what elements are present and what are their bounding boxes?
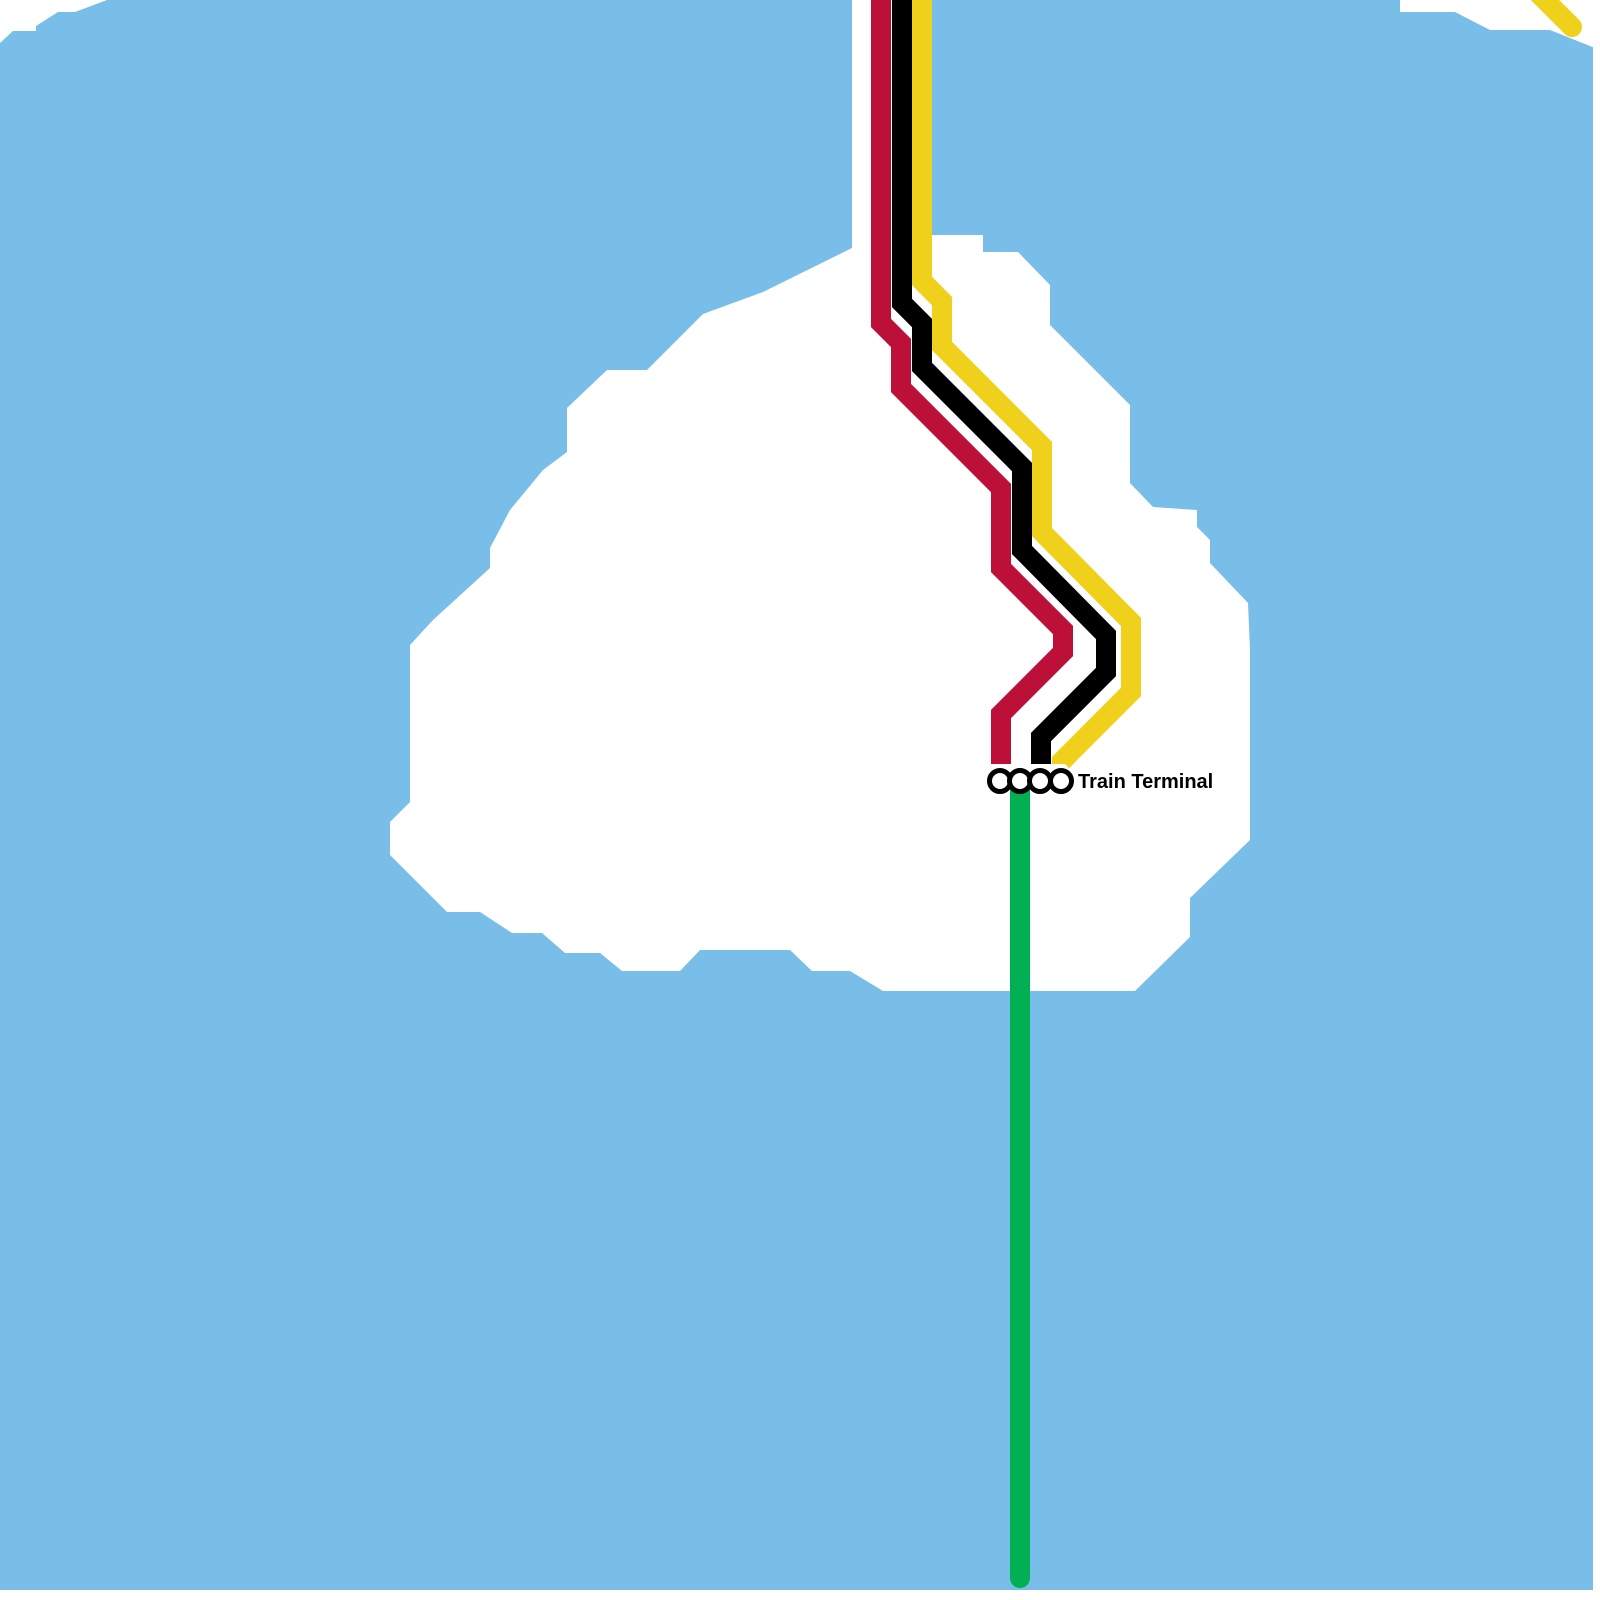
transit-line-yellow-northeast[interactable]: [1480, 0, 1582, 37]
transit-line-yellow[interactable]: [912, 0, 1141, 769]
transit-line-black[interactable]: [892, 0, 1116, 764]
transit-line-group: [871, 0, 1582, 1588]
transit-line-red[interactable]: [871, 0, 1073, 764]
station-label-train-terminal: Train Terminal: [1078, 771, 1213, 793]
station-train-terminal[interactable]: [987, 768, 1074, 794]
station-node-3[interactable]: [1027, 768, 1053, 794]
landmass-top-left: [0, 0, 107, 43]
station-node-4[interactable]: [1048, 768, 1074, 794]
